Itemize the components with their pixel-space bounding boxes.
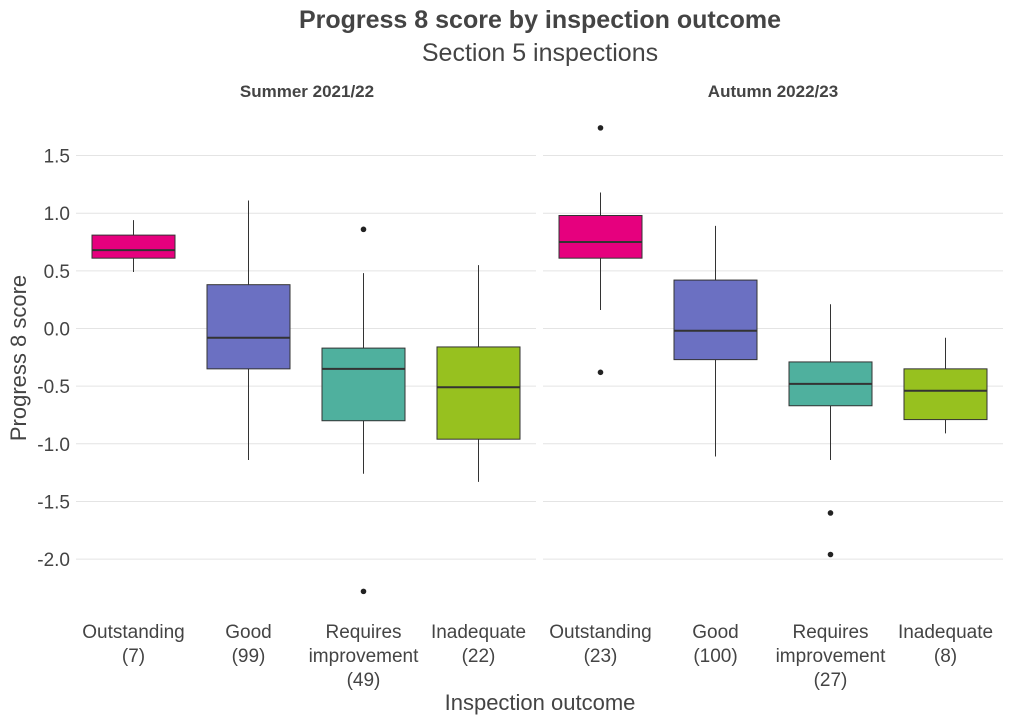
box-0-1 (206, 200, 291, 460)
x-tick-label-0-0: Outstanding (7) (82, 622, 184, 667)
y-axis-title: Progress 8 score (6, 275, 31, 441)
x-tick-label-line: improvement (776, 646, 887, 667)
y-tick-label: 0.5 (44, 262, 70, 283)
x-tick-label-line: (99) (232, 646, 266, 667)
box-0-2 (321, 226, 406, 595)
facet-title-1: Autumn 2022/23 (708, 82, 838, 101)
x-tick-label-line: (100) (693, 646, 737, 667)
boxes (91, 125, 988, 595)
box-1-2 (788, 304, 873, 558)
x-tick-label-line: (22) (462, 646, 496, 667)
box-iqr (558, 215, 643, 259)
y-tick-label: -1.0 (37, 435, 70, 456)
box-iqr (903, 368, 988, 421)
box-iqr (321, 347, 406, 422)
x-tick-label-line: Outstanding (549, 622, 651, 643)
box-iqr (673, 279, 758, 361)
x-tick-label-0-3: Inadequate (22) (431, 622, 526, 667)
x-tick-label-line: improvement (309, 646, 420, 667)
y-tick-label: 1.0 (44, 204, 70, 225)
x-tick-label-1-3: Inadequate (8) (898, 622, 993, 667)
box-1-0 (558, 125, 643, 376)
x-tick-label-line: Requires (792, 622, 868, 643)
y-axis-ticks: 1.5 1.0 0.5 0.0 -0.5 -1.0 -1.5 -2.0 (37, 147, 70, 572)
x-tick-label-line: (8) (934, 646, 957, 667)
x-tick-label-line: Inadequate (431, 622, 526, 643)
x-axis-title: Inspection outcome (445, 690, 636, 715)
x-tick-label-line: Inadequate (898, 622, 993, 643)
box-0-0 (91, 220, 176, 273)
chart-title: Progress 8 score by inspection outcome (299, 6, 781, 34)
x-tick-label-0-2: Requires improvement (49) (309, 622, 420, 691)
x-tick-label-1-1: Good (100) (692, 622, 738, 667)
x-tick-label-line: (49) (347, 670, 381, 691)
box-1-1 (673, 225, 758, 457)
box-0-3 (436, 265, 521, 482)
x-tick-label-line: (7) (122, 646, 145, 667)
box-iqr (436, 346, 521, 440)
box-iqr (91, 234, 176, 259)
outlier-point-1 (597, 369, 604, 376)
outlier-point-0 (827, 510, 834, 516)
x-tick-label-line: Outstanding (82, 622, 184, 643)
x-tick-label-line: Requires (325, 622, 401, 643)
outlier-point-1 (360, 588, 367, 595)
x-tick-label-line: Good (225, 622, 271, 643)
box-iqr (206, 284, 291, 370)
x-tick-label-line: (23) (584, 646, 618, 667)
outlier-point-0 (360, 226, 367, 233)
box-1-3 (903, 337, 988, 434)
x-axis-ticks: Outstanding (7) Good (99) Requires improvemen… (82, 622, 993, 691)
x-tick-label-1-0: Outstanding (23) (549, 622, 651, 667)
y-tick-label: -2.0 (37, 550, 70, 571)
x-tick-label-1-2: Requires improvement (27) (776, 622, 887, 691)
y-tick-label: 0.0 (44, 320, 70, 341)
outlier-point-1 (827, 551, 834, 558)
facet-title-0: Summer 2021/22 (240, 82, 374, 101)
x-tick-label-line: Good (692, 622, 738, 643)
x-tick-label-0-1: Good (99) (225, 622, 271, 667)
y-tick-label: -0.5 (37, 377, 70, 398)
x-tick-label-line: (27) (814, 670, 848, 691)
y-tick-label: -1.5 (37, 492, 70, 513)
outlier-point-0 (597, 125, 604, 131)
gridlines (76, 155, 1003, 560)
chart-subtitle: Section 5 inspections (422, 39, 658, 67)
y-tick-label: 1.5 (44, 147, 70, 168)
